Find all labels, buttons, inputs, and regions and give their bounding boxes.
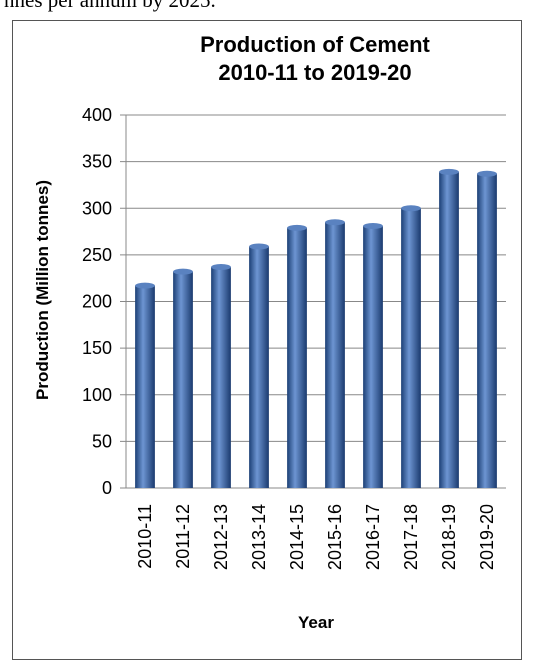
bar-cap-2019-20 [477,170,497,177]
y-tick-label-2: 100 [82,385,112,405]
cement-production-chart: Production of Cement 2010-11 to 2019-20 … [33,32,506,632]
caption-text: nnes per annum by 2025. [4,0,216,12]
y-tick-label-7: 350 [82,152,112,172]
bar-2013-14 [249,246,269,488]
bar-cap-2014-15 [287,224,307,231]
x-tick-label-2019-20: 2019-20 [477,504,497,570]
bar-cap-2013-14 [249,243,269,250]
bar-cap-2017-18 [401,205,421,212]
x-tick-label-2010-11: 2010-11 [135,504,155,569]
y-tick-label-3: 150 [82,338,112,358]
chart-title-line2: 2010-11 to 2019-20 [218,60,411,85]
bar-cap-2015-16 [325,219,345,226]
bar-cap-2012-13 [211,263,231,270]
bars [135,168,497,489]
y-tick-label-0: 0 [102,478,112,498]
y-tick-label-4: 200 [82,292,112,312]
bar-2012-13 [211,266,231,488]
x-tick-label-2015-16: 2015-16 [325,504,345,570]
x-tick-label-2018-19: 2018-19 [439,504,459,570]
bar-cap-2010-11 [135,282,155,289]
bar-2019-20 [477,173,497,488]
bar-2010-11 [135,285,155,488]
x-axis-label: Year [298,613,334,632]
y-tick-label-6: 300 [82,198,112,218]
y-tick-label-8: 400 [82,105,112,125]
y-tick-label-1: 50 [92,431,112,451]
bar-cap-2011-12 [173,268,193,275]
bar-cap-2018-19 [439,168,459,175]
bar-2015-16 [325,222,345,489]
y-axis-label: Production (Million tonnes) [33,180,52,400]
bar-2018-19 [439,171,459,488]
y-tick-label-5: 250 [82,245,112,265]
bar-2014-15 [287,227,307,488]
x-tick-label-2013-14: 2013-14 [249,504,269,570]
bar-2016-17 [363,225,383,488]
x-axis-ticks: 2010-11 2011-12 2012-13 2013-14 2014-15 2015-… [135,504,497,570]
x-tick-label-2012-13: 2012-13 [211,504,231,570]
x-tick-label-2017-18: 2017-18 [401,504,421,570]
bar-2017-18 [401,208,421,488]
x-tick-label-2011-12: 2011-12 [173,504,193,569]
chart-title-line1: Production of Cement [200,32,430,57]
bar-cap-2016-17 [363,222,383,229]
x-tick-label-2016-17: 2016-17 [363,504,383,570]
y-axis-ticks: 0 50 100 150 200 250 300 350 400 [82,105,112,498]
x-tick-label-2014-15: 2014-15 [287,504,307,570]
bar-2011-12 [173,271,193,488]
